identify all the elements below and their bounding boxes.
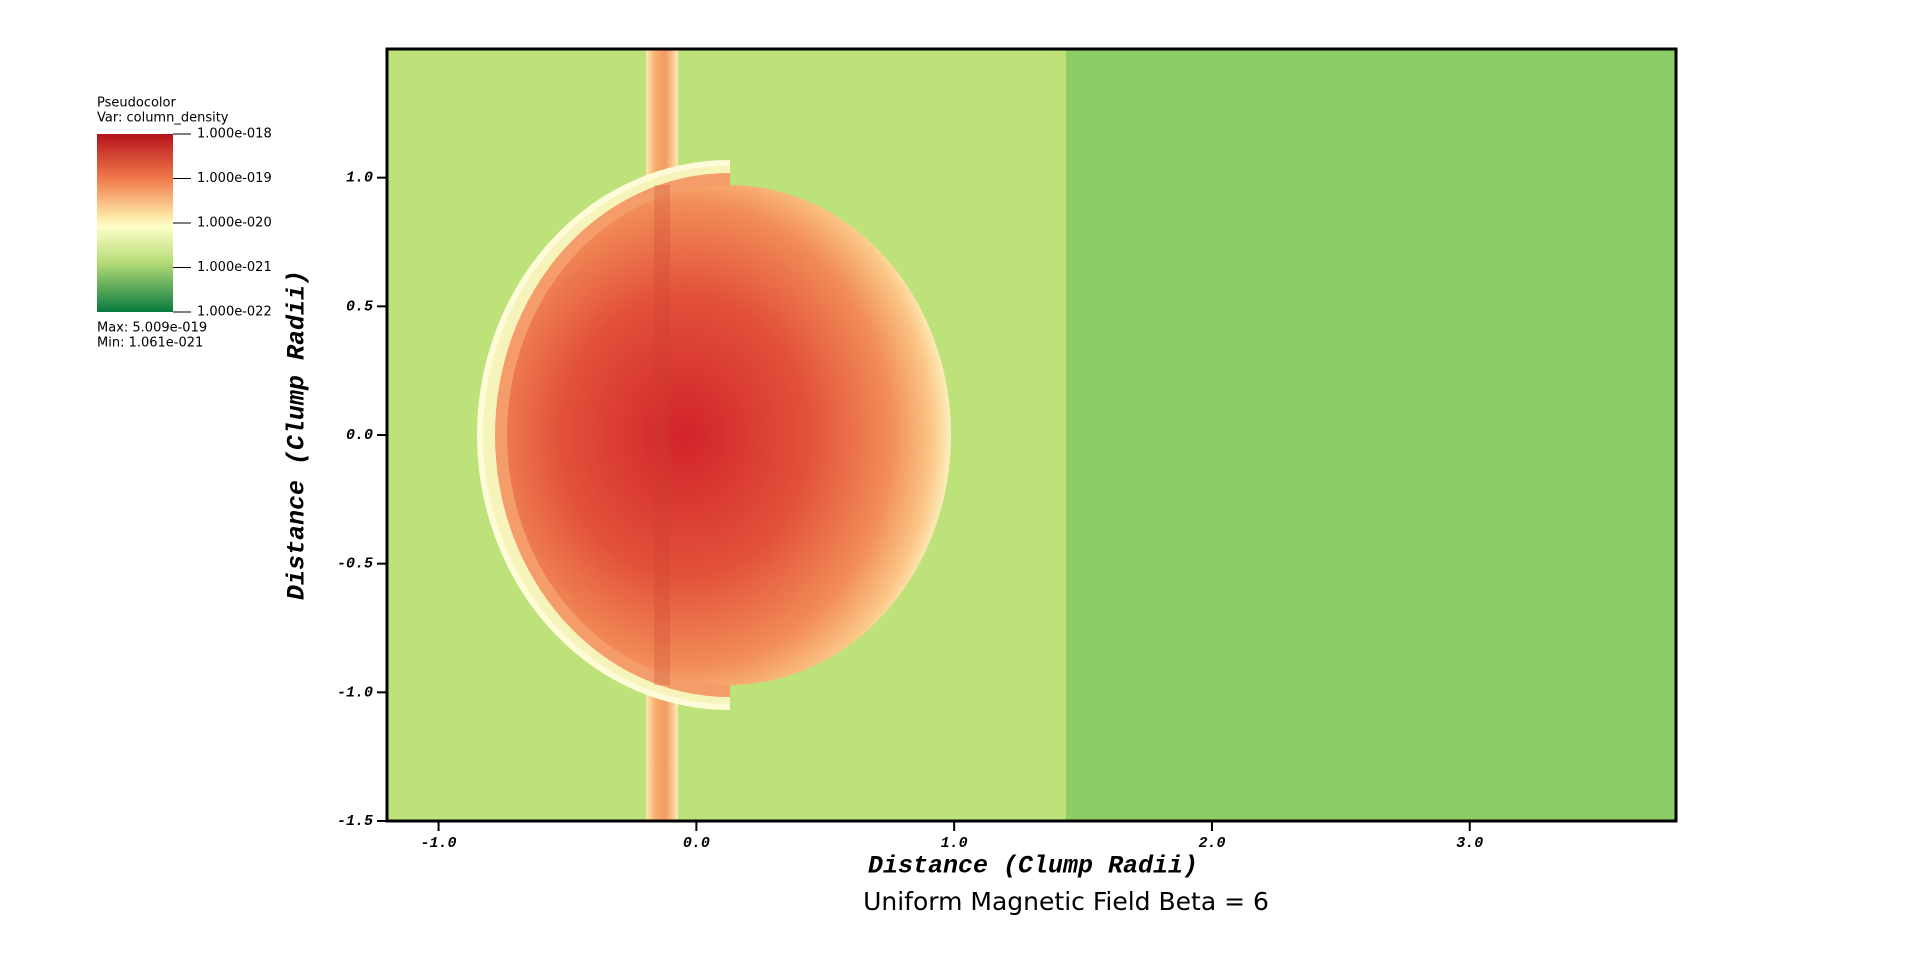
column-overlay <box>654 185 670 685</box>
colorbar-tick-label: 1.000e-019 <box>197 171 272 186</box>
y-tick-label: 0.0 <box>346 427 373 444</box>
colorbar-tick-label: 1.000e-022 <box>197 305 272 320</box>
field-image <box>387 49 1676 821</box>
colorbar-tick-label: 1.000e-020 <box>197 216 272 231</box>
legend-variable: Var: column_density <box>97 111 229 126</box>
chart-title: Uniform Magnetic Field Beta = 6 <box>863 887 1269 916</box>
colorbar <box>97 134 173 312</box>
clump <box>507 185 951 685</box>
x-tick-label: 1.0 <box>941 835 968 852</box>
y-tick-label: 0.5 <box>346 298 373 315</box>
colorbar-tick-label: 1.000e-018 <box>197 127 272 142</box>
y-tick-label: -0.5 <box>337 556 373 573</box>
legend-max: Max: 5.009e-019 <box>97 321 207 336</box>
x-tick-label: 0.0 <box>683 835 710 852</box>
x-tick-label: -1.0 <box>421 835 457 852</box>
x-tick-label: 3.0 <box>1456 835 1483 852</box>
y-tick-label: 1.0 <box>346 170 373 187</box>
x-tick-label: 2.0 <box>1198 835 1225 852</box>
downstream-region <box>1066 49 1676 821</box>
y-axis-title: Distance (Clump Radii) <box>283 270 312 600</box>
x-axis-title: Distance (Clump Radii) <box>868 852 1198 881</box>
legend-title: Pseudocolor <box>97 96 176 111</box>
colorbar-tick-label: 1.000e-021 <box>197 260 272 275</box>
legend-min: Min: 1.061e-021 <box>97 336 203 351</box>
y-tick-label: -1.0 <box>337 684 373 701</box>
y-tick-label: -1.5 <box>337 813 373 830</box>
